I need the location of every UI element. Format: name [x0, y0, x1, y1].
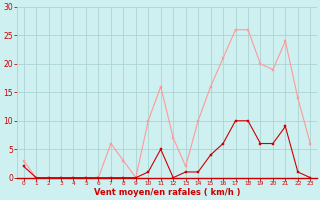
X-axis label: Vent moyen/en rafales ( km/h ): Vent moyen/en rafales ( km/h ) [94, 188, 240, 197]
